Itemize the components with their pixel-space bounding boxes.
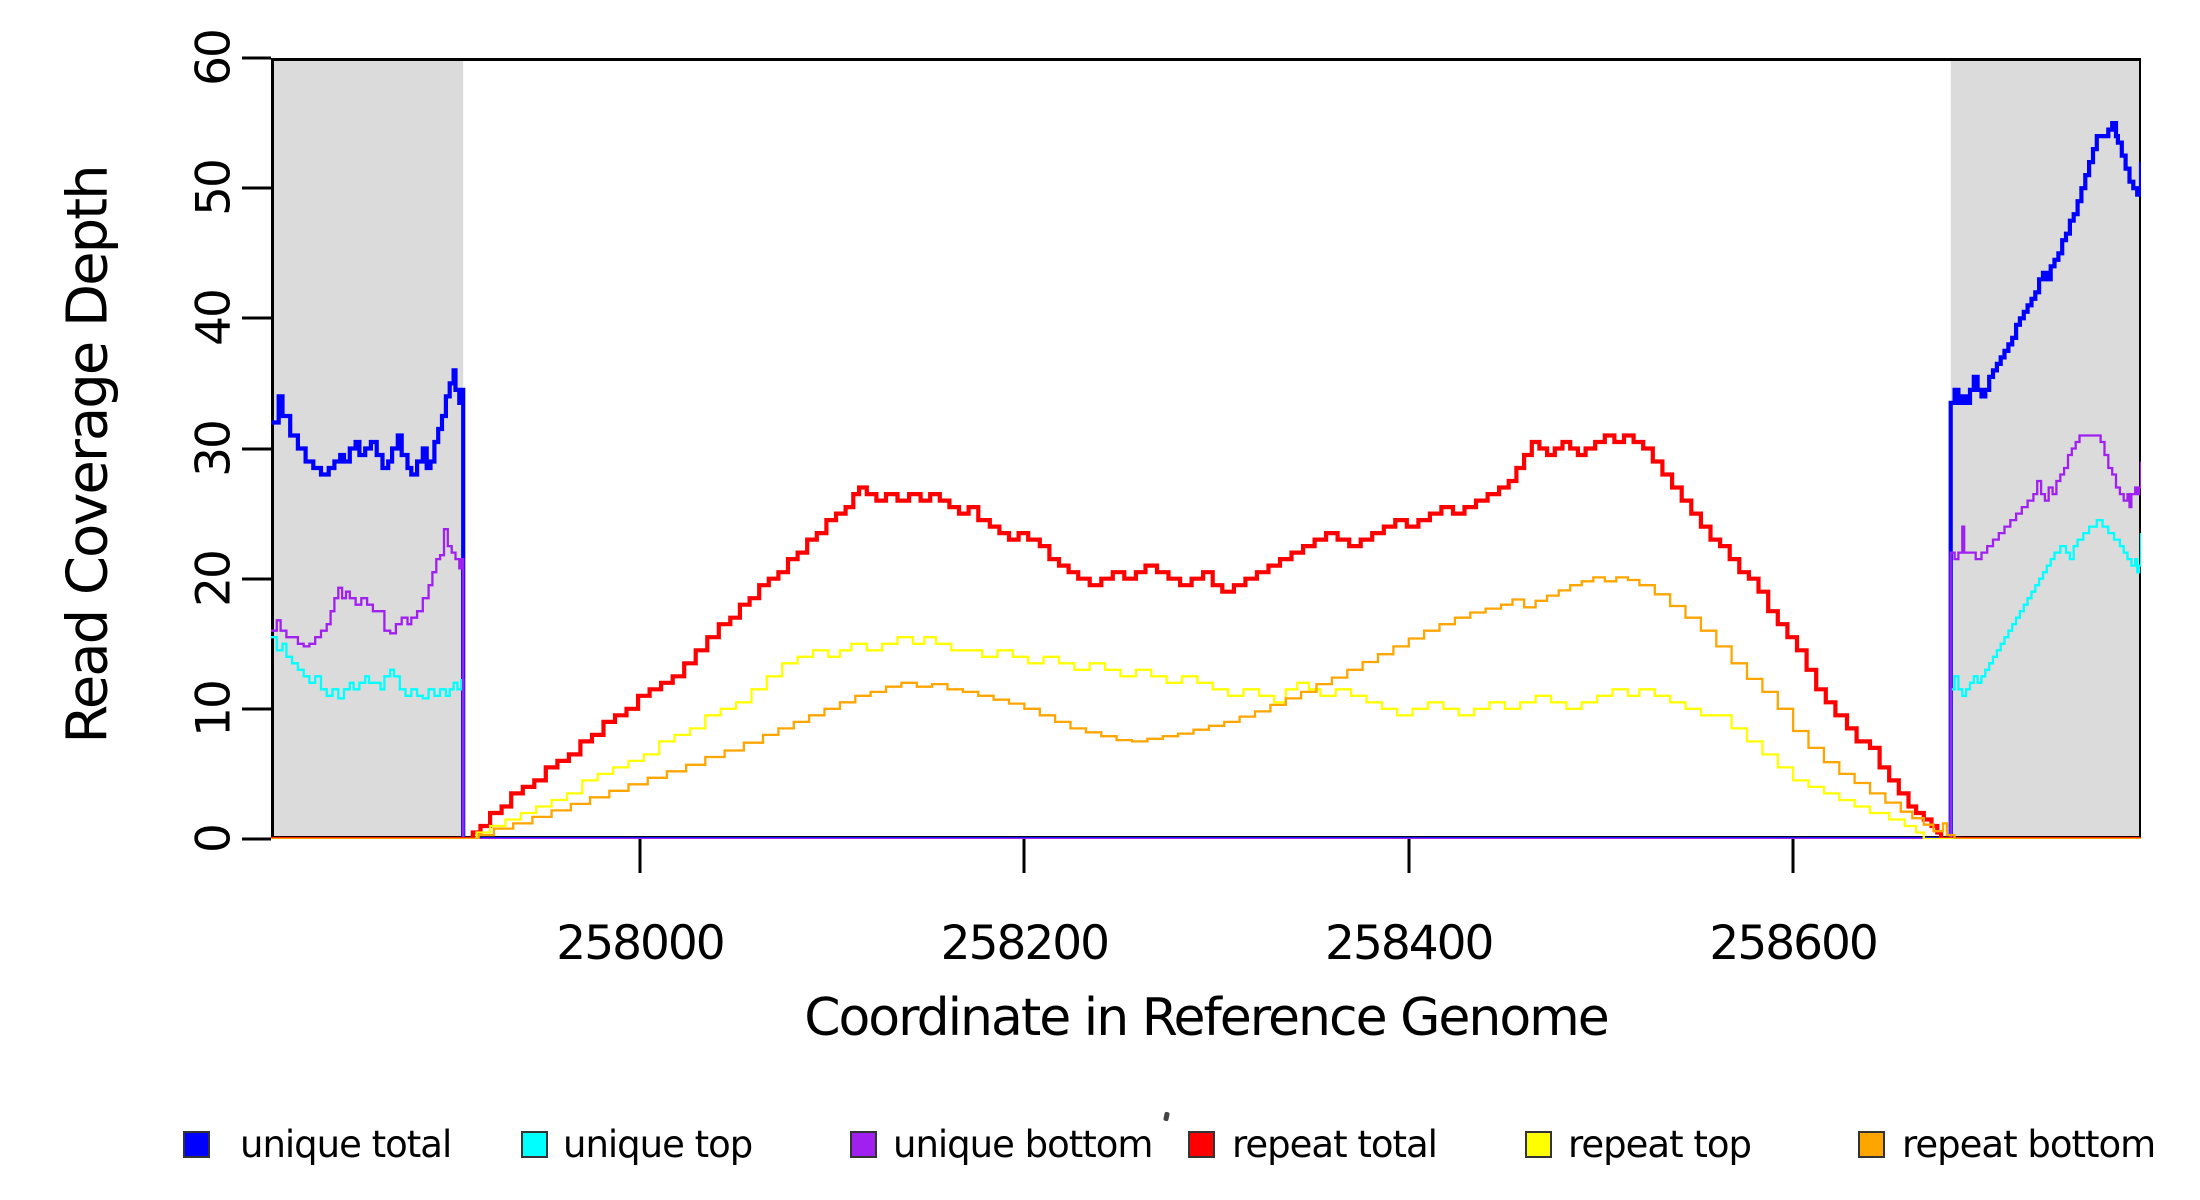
y-tick-40 xyxy=(242,316,271,320)
plot-area xyxy=(271,58,2141,839)
y-tick-label-10: 10 xyxy=(186,680,242,737)
y-tick-label-20: 20 xyxy=(186,550,242,607)
x-tick-258600 xyxy=(1791,839,1795,873)
y-tick-label-50: 50 xyxy=(186,160,242,217)
legend-swatch-unique-total xyxy=(183,1131,210,1158)
legend-swatch-repeat-total xyxy=(1188,1131,1215,1158)
y-tick-10 xyxy=(242,707,271,711)
legend-label-repeat-top: repeat top xyxy=(1568,1123,1752,1166)
shaded-region-right xyxy=(1950,59,2141,838)
x-tick-258000 xyxy=(638,839,642,873)
legend-swatch-unique-top xyxy=(521,1131,548,1158)
legend-label-repeat-bottom: repeat bottom xyxy=(1902,1123,2156,1166)
y-tick-label-40: 40 xyxy=(186,290,242,347)
legend-swatch-unique-bottom xyxy=(850,1131,877,1158)
legend-label-unique-bottom: unique bottom xyxy=(893,1123,1153,1166)
series-unique-top xyxy=(271,518,2141,839)
series-repeat-top xyxy=(271,636,2141,839)
y-tick-label-30: 30 xyxy=(186,420,242,477)
x-tick-label-258000: 258000 xyxy=(556,916,725,971)
legend-swatch-repeat-bottom xyxy=(1858,1131,1885,1158)
x-tick-label-258200: 258200 xyxy=(940,916,1110,971)
legend-label-unique-top: unique top xyxy=(563,1123,753,1166)
series-repeat-total xyxy=(271,433,2141,839)
y-tick-0 xyxy=(242,837,271,841)
x-tick-258400 xyxy=(1407,839,1411,873)
legend-label-repeat-total: repeat total xyxy=(1232,1123,1438,1166)
y-tick-label-0: 0 xyxy=(186,825,242,853)
series-unique-total xyxy=(271,121,2141,839)
series-unique-bottom xyxy=(271,434,2141,839)
y-tick-20 xyxy=(242,577,271,581)
y-tick-label-60: 60 xyxy=(186,30,242,86)
x-tick-label-258400: 258400 xyxy=(1325,916,1494,971)
legend-label-unique-total: unique total xyxy=(240,1123,452,1166)
stray-mark-artifact xyxy=(1163,1111,1170,1122)
y-axis-title: Read Coverage Depth xyxy=(55,166,121,744)
x-tick-label-258600: 258600 xyxy=(1709,916,1878,971)
y-tick-50 xyxy=(242,186,271,190)
y-tick-60 xyxy=(242,56,271,60)
legend-swatch-repeat-top xyxy=(1525,1131,1552,1158)
series-repeat-bottom xyxy=(271,576,2141,839)
y-tick-30 xyxy=(242,447,271,450)
x-tick-258200 xyxy=(1022,839,1026,873)
x-axis-title: Coordinate in Reference Genome xyxy=(804,988,1610,1048)
